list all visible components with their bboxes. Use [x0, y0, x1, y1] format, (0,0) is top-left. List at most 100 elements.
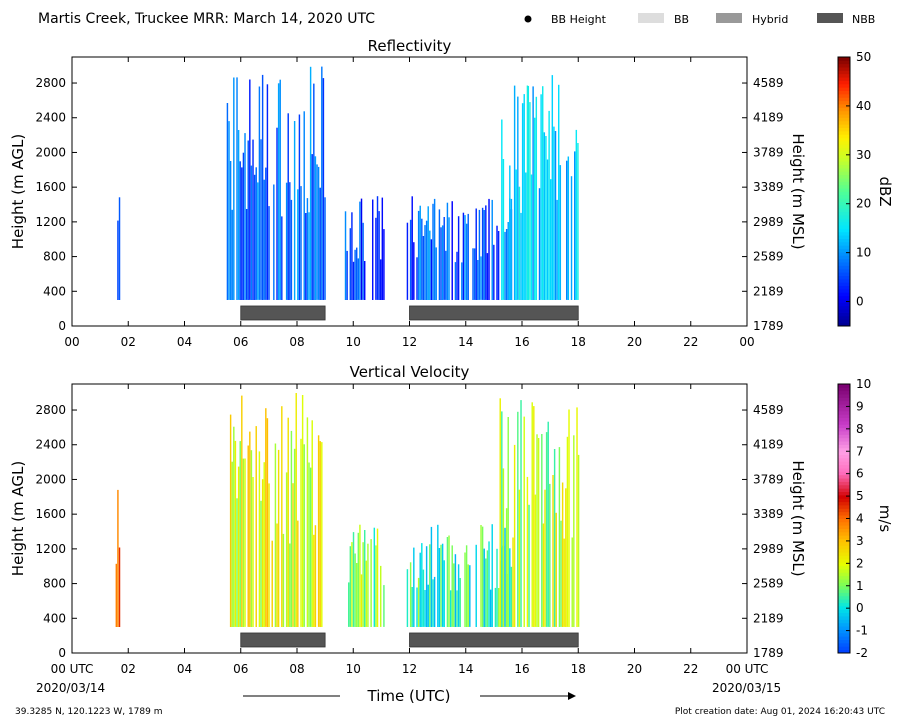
x-tick-label: 16	[514, 335, 529, 349]
x-tick-label: 22	[683, 662, 698, 676]
y-tick-label-right: 4189	[753, 111, 784, 125]
colorbar-tick-label: 1	[856, 579, 864, 593]
x-tick-label: 14	[458, 662, 473, 676]
precip-block	[406, 524, 513, 627]
legend-nbb-swatch	[817, 13, 843, 23]
brightband-bar	[409, 305, 579, 321]
legend-hybrid-swatch	[716, 13, 742, 23]
colorbar-tick-label: 8	[856, 422, 864, 436]
colorbar-tick-label: 40	[856, 99, 871, 113]
y-tick-label-right: 2989	[753, 215, 784, 229]
precip-block	[527, 75, 579, 301]
x-tick-label: 22	[683, 335, 698, 349]
colorbar-tick-label: 20	[856, 197, 871, 211]
colorbar-tick-label: -2	[856, 646, 868, 660]
y-tick-label: 400	[43, 611, 66, 625]
y-axis-label-right: Height (m MSL)	[789, 133, 807, 249]
x-tick-label: 12	[402, 662, 417, 676]
y-axis-label: Height (m AGL)	[9, 461, 27, 576]
x-tick-label: 12	[402, 335, 417, 349]
precip-block	[226, 66, 326, 301]
y-tick-label: 1600	[35, 507, 66, 521]
y-tick-label-right: 3789	[753, 472, 784, 486]
x-tick-label: 06	[233, 335, 248, 349]
y-axis-label: Height (m AGL)	[9, 134, 27, 249]
x-tick-label: 02	[121, 335, 136, 349]
precip-data	[115, 393, 580, 627]
brightband-bar	[409, 632, 579, 648]
y-tick-label: 2000	[35, 472, 66, 486]
x-tick-label: 16	[514, 662, 529, 676]
y-tick-label-right: 4589	[753, 76, 784, 90]
x-tick-label: 04	[177, 335, 192, 349]
y-axis-label-right: Height (m MSL)	[789, 460, 807, 576]
colorbar-tick-label: 50	[856, 50, 871, 64]
y-tick-label-right: 2189	[753, 611, 784, 625]
precip-block	[229, 393, 323, 627]
colorbar: 0 10 20 30 40 50 dBZ	[837, 50, 894, 327]
plot-area	[71, 56, 748, 327]
y-tick-label: 0	[58, 646, 66, 660]
precip-block	[344, 196, 385, 300]
x-tick-label: 00 UTC	[51, 662, 94, 676]
time-arrow-head	[568, 692, 576, 700]
colorbar-tick-label: 2	[856, 556, 864, 570]
x-tick-label: 10	[346, 662, 361, 676]
legend-hybrid-label: Hybrid	[752, 13, 788, 26]
x-tick-label: 00	[64, 335, 79, 349]
colorbar: -2 -1 0 1 2 3 4 5 6 7 8 9 10 m/s	[837, 377, 894, 660]
end-date-label: 2020/03/15	[712, 681, 781, 695]
x-tick-label: 08	[289, 335, 304, 349]
precip-block	[348, 524, 385, 627]
x-tick-label: 08	[289, 662, 304, 676]
y-tick-label: 2800	[35, 76, 66, 90]
plot-area	[71, 383, 748, 654]
x-tick-label: 02	[121, 662, 136, 676]
precip-block	[115, 489, 121, 627]
x-tick-label: 18	[571, 335, 586, 349]
y-tick-label-right: 2989	[753, 542, 784, 556]
y-tick-label: 800	[43, 577, 66, 591]
y-tick-label-right: 1789	[753, 646, 784, 660]
y-tick-label-right: 4589	[753, 403, 784, 417]
colorbar-tick-label: 7	[856, 444, 864, 458]
colorbar-tick-label: 10	[856, 377, 871, 391]
colorbar-label: m/s	[876, 505, 894, 533]
location-label: 39.3285 N, 120.1223 W, 1789 m	[15, 707, 163, 717]
precip-block	[117, 197, 121, 300]
colorbar-tick-label: 5	[856, 489, 864, 503]
panel-title: Reflectivity	[368, 37, 452, 55]
y-tick-label: 800	[43, 250, 66, 264]
legend-bb-height-dot	[524, 15, 532, 23]
start-date-label: 2020/03/14	[36, 681, 105, 695]
colorbar-tick-label: 9	[856, 399, 864, 413]
x-tick-label: 14	[458, 335, 473, 349]
y-tick-label: 2800	[35, 403, 66, 417]
figure-title: Martis Creek, Truckee MRR: March 14, 202…	[38, 11, 375, 27]
legend-nbb-label: NBB	[852, 13, 875, 26]
y-tick-label: 1600	[35, 180, 66, 194]
legend-bb-height-label: BB Height	[551, 13, 607, 26]
legend: BB Height BB Hybrid NBB	[524, 13, 875, 26]
precip-data	[117, 66, 579, 301]
colorbar-tick-label: -1	[856, 624, 868, 638]
creation-date-label: Plot creation date: Aug 01, 2024 16:20:4…	[675, 707, 885, 717]
precip-block	[499, 398, 580, 627]
colorbar-tick-label: 0	[856, 601, 864, 615]
y-tick-label-right: 4189	[753, 438, 784, 452]
y-tick-label: 1200	[35, 215, 66, 229]
y-tick-label-right: 2589	[753, 250, 784, 264]
legend-bb-label: BB	[674, 13, 689, 26]
y-tick-label-right: 2589	[753, 577, 784, 591]
y-tick-label-right: 3789	[753, 145, 784, 159]
colorbar-tick-label: 6	[856, 467, 864, 481]
y-tick-label-right: 3389	[753, 507, 784, 521]
x-tick-label: 04	[177, 662, 192, 676]
x-axis-title: Time (UTC)	[367, 687, 451, 705]
x-tick-label: 20	[627, 662, 642, 676]
y-tick-label: 1200	[35, 542, 66, 556]
y-tick-label-right: 1789	[753, 319, 784, 333]
colorbar-tick-label: 0	[856, 295, 864, 309]
precip-block	[406, 196, 513, 300]
